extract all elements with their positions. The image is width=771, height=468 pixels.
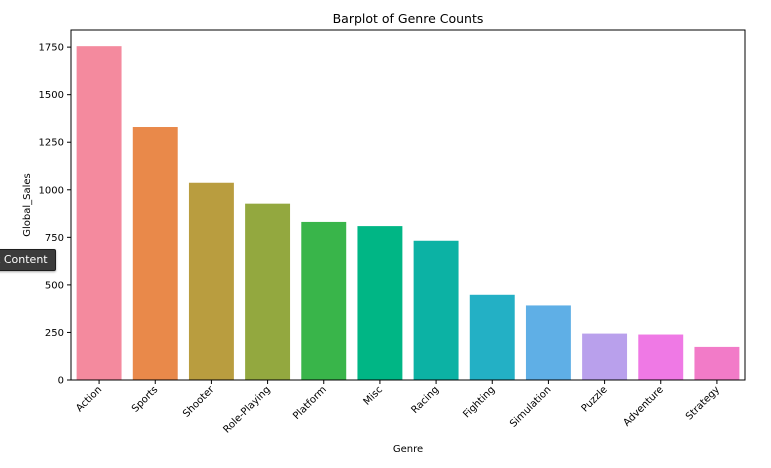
x-tick-label: Simulation	[508, 384, 553, 429]
y-tick-label: 500	[45, 280, 64, 291]
bar-simulation	[525, 305, 571, 380]
bar-shooter	[188, 182, 234, 380]
plot-frame	[70, 29, 746, 381]
y-axis-label: Global_Sales	[22, 173, 33, 237]
bar-role-playing	[245, 203, 291, 380]
x-tick-label: Adventure	[622, 384, 666, 428]
x-tick-label: Fighting	[461, 384, 497, 420]
y-tick-label: 1000	[39, 185, 64, 196]
bar-sports	[132, 127, 178, 381]
y-tick-label: 1750	[39, 43, 64, 54]
bars-group	[76, 46, 740, 381]
y-tick-label: 0	[58, 376, 64, 387]
bar-racing	[413, 240, 459, 380]
x-tick-label: Action	[74, 384, 104, 414]
y-tick-label: 1500	[39, 90, 64, 101]
x-tick-label: Racing	[410, 384, 442, 416]
x-tick-label: Platform	[291, 384, 329, 422]
x-tick-label: Strategy	[684, 384, 722, 422]
y-tick-label: 1250	[39, 138, 64, 149]
tooltip-badge: k Content	[0, 249, 56, 271]
bar-misc	[357, 226, 403, 380]
bar-platform	[301, 221, 347, 380]
x-tick-label: Sports	[130, 384, 160, 414]
x-axis-label: Genre	[393, 444, 423, 455]
bar-adventure	[638, 334, 684, 380]
y-axis: 0 250 500 750 1000 1250 1500 1750	[39, 43, 71, 387]
x-axis: Action Sports Shooter Role-Playing Platform M…	[74, 380, 722, 436]
bar-puzzle	[582, 333, 628, 380]
bar-fighting	[469, 294, 515, 380]
x-tick-label: Shooter	[181, 384, 217, 420]
x-tick-label: Puzzle	[580, 384, 610, 414]
bar-strategy	[694, 346, 740, 380]
y-tick-label: 250	[45, 328, 64, 339]
chart-title: Barplot of Genre Counts	[333, 11, 484, 26]
y-tick-label: 750	[45, 233, 64, 244]
x-tick-label: Misc	[362, 384, 385, 407]
bar-action	[76, 46, 122, 380]
x-tick-label: Role-Playing	[221, 384, 272, 435]
